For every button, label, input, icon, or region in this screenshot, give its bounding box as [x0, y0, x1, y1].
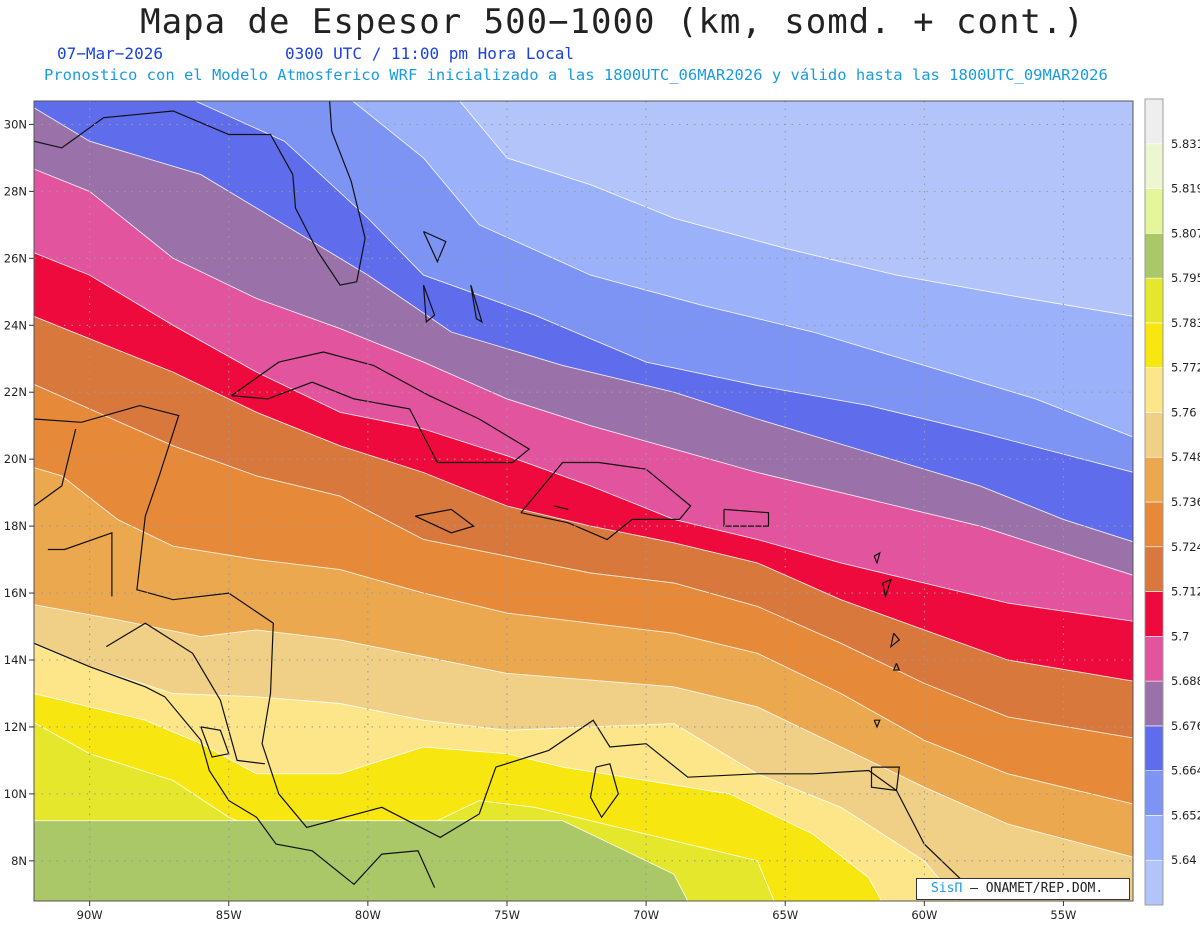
- coastline: [554, 505, 569, 510]
- credit-text: – ONAMET/REP.DOM.: [962, 881, 1104, 896]
- lat-tick-label: 14N: [4, 653, 27, 667]
- coastline: [520, 461, 692, 541]
- lon-tick-label: 55W: [1050, 908, 1076, 922]
- colorbar-swatch: [1144, 680, 1164, 727]
- colorbar-swatch: [1144, 725, 1164, 771]
- forecast-date: 07−Mar−2026: [57, 44, 163, 63]
- colorbar-swatch: [1144, 770, 1164, 816]
- coastline: [47, 531, 113, 597]
- coastline: [34, 404, 967, 885]
- coastline: [414, 508, 475, 534]
- colorbar-label: 5.807: [1171, 226, 1200, 240]
- colorbar-label: 5.795: [1171, 271, 1200, 285]
- coastline: [892, 663, 901, 671]
- lat-tick-label: 18N: [4, 519, 27, 533]
- map-frame: [33, 100, 1134, 902]
- coastline: [873, 551, 881, 565]
- coastline: [422, 230, 447, 264]
- lat-tick-label: 12N: [4, 720, 27, 734]
- colorbar-label: 5.664: [1171, 764, 1200, 778]
- colorbar-label: 5.712: [1171, 585, 1200, 599]
- coastline: [34, 428, 77, 507]
- colorbar-swatch: [1144, 815, 1164, 861]
- credit-brand: SisΠ: [931, 881, 963, 896]
- colorbar-label: 5.736: [1171, 495, 1200, 509]
- colorbar-swatch: [1144, 233, 1164, 279]
- colorbar-label: 5.7: [1171, 629, 1189, 643]
- lon-tick-label: 60W: [911, 908, 937, 922]
- coastline: [589, 763, 619, 819]
- colorbar-label: 5.688: [1171, 674, 1200, 688]
- colorbar-swatch: [1144, 636, 1164, 682]
- coastline: [882, 578, 892, 599]
- lon-tick-label: 80W: [355, 908, 381, 922]
- lat-tick-label: 24N: [4, 318, 27, 332]
- colorbar-swatch: [1144, 412, 1164, 458]
- colorbar-swatch: [1144, 143, 1164, 189]
- lat-tick-label: 28N: [4, 184, 27, 198]
- colorbar-swatch: [1144, 456, 1164, 503]
- lat-tick-label: 20N: [4, 452, 27, 466]
- forecast-time: 0300 UTC / 11:00 pm Hora Local: [285, 44, 574, 63]
- colorbar-label: 5.676: [1171, 719, 1200, 733]
- lat-tick-label: 16N: [4, 586, 27, 600]
- coastline: [889, 632, 901, 649]
- coastline: [231, 351, 531, 464]
- coastline: [470, 284, 483, 324]
- colorbar-swatch: [1144, 188, 1164, 234]
- axis-ticks: 90W 85W 80W 75W 70W 65W 60W 55W 30N 28N 26N 24N 22N 2…: [4, 117, 1077, 922]
- credit-box: SisΠ – ONAMET/REP.DOM.: [916, 878, 1130, 900]
- coastline: [34, 101, 366, 286]
- colorbar-swatch: [1144, 322, 1164, 368]
- colorbar-label: 5.831: [1171, 137, 1200, 151]
- colorbar-frame: [1144, 98, 1164, 906]
- coastline: [422, 284, 436, 324]
- lat-tick-label: 22N: [4, 385, 27, 399]
- coastline: [870, 766, 900, 792]
- colorbar-label: 5.76: [1171, 405, 1197, 419]
- lon-tick-label: 85W: [216, 908, 242, 922]
- lon-tick-label: 75W: [494, 908, 520, 922]
- coastline: [873, 719, 881, 729]
- lat-tick-label: 10N: [4, 787, 27, 801]
- thickness-bands: [34, 101, 1133, 901]
- lon-tick-label: 70W: [633, 908, 659, 922]
- coastlines: [34, 101, 967, 888]
- lat-tick-label: 30N: [4, 117, 27, 131]
- colorbar-label: 5.783: [1171, 316, 1200, 330]
- thickness-band: [34, 820, 689, 901]
- coastline: [723, 508, 770, 527]
- colorbar: 5.64 5.652 5.664 5.676 5.688 5.7 5.712 5.724 5.7…: [1144, 98, 1200, 906]
- lat-lon-grid: [34, 101, 1133, 901]
- lon-tick-label: 65W: [772, 908, 798, 922]
- colorbar-label: 5.819: [1171, 182, 1200, 196]
- map-title: Mapa de Espesor 500−1000 (km, somd. + co…: [140, 2, 1085, 42]
- colorbar-label: 5.748: [1171, 450, 1200, 464]
- colorbar-label: 5.64: [1171, 853, 1197, 867]
- lat-tick-label: 8N: [11, 854, 27, 868]
- colorbar-swatch: [1144, 98, 1164, 145]
- colorbar-swatch: [1144, 546, 1164, 592]
- colorbar-label: 5.724: [1171, 540, 1200, 554]
- colorbar-swatch: [1144, 277, 1164, 324]
- colorbar-swatch: [1144, 591, 1164, 637]
- forecast-subtitle: Pronostico con el Modelo Atmosferico WRF…: [44, 66, 1108, 84]
- colorbar-label: 5.772: [1171, 361, 1200, 375]
- colorbar-label: 5.652: [1171, 808, 1200, 822]
- colorbar-swatch: [1144, 859, 1164, 906]
- colorbar-swatch: [1144, 367, 1164, 413]
- lon-tick-label: 90W: [77, 908, 103, 922]
- lat-tick-label: 26N: [4, 251, 27, 265]
- coastline: [34, 642, 436, 888]
- coastline: [105, 622, 265, 765]
- colorbar-swatch: [1144, 501, 1164, 548]
